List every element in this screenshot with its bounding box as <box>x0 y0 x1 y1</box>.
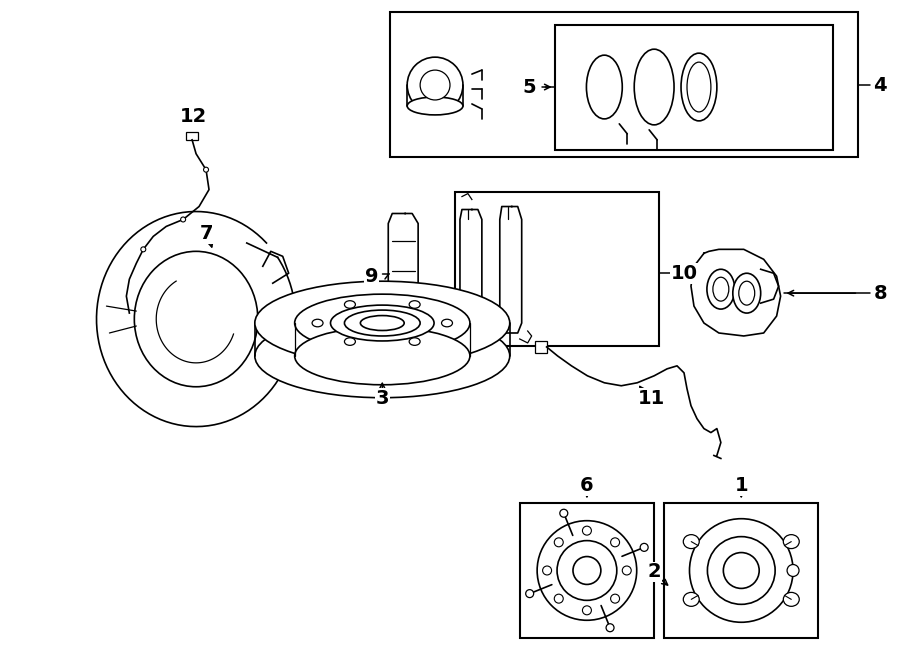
Text: 10: 10 <box>671 264 698 283</box>
Ellipse shape <box>526 590 534 598</box>
Ellipse shape <box>360 315 404 330</box>
Ellipse shape <box>783 535 799 549</box>
Ellipse shape <box>573 557 601 584</box>
Ellipse shape <box>707 537 775 604</box>
Ellipse shape <box>554 538 563 547</box>
Bar <box>554 25 833 150</box>
Ellipse shape <box>560 509 568 517</box>
Text: 8: 8 <box>873 284 887 303</box>
Ellipse shape <box>543 566 552 575</box>
Ellipse shape <box>582 526 591 535</box>
Ellipse shape <box>294 327 470 385</box>
Ellipse shape <box>442 319 453 327</box>
Ellipse shape <box>140 247 146 252</box>
Text: 5: 5 <box>523 77 536 97</box>
Text: 7: 7 <box>199 224 212 243</box>
Ellipse shape <box>203 167 209 172</box>
Ellipse shape <box>537 521 636 620</box>
Ellipse shape <box>410 338 420 345</box>
Ellipse shape <box>420 70 450 100</box>
Ellipse shape <box>739 281 755 305</box>
Bar <box>391 13 859 157</box>
Ellipse shape <box>681 53 717 121</box>
Ellipse shape <box>557 541 617 600</box>
Ellipse shape <box>255 314 509 398</box>
Ellipse shape <box>713 277 729 301</box>
Ellipse shape <box>640 543 648 551</box>
Ellipse shape <box>706 269 734 309</box>
Text: 6: 6 <box>580 476 594 495</box>
Text: 2: 2 <box>647 563 661 582</box>
Ellipse shape <box>410 301 420 308</box>
Ellipse shape <box>683 535 699 549</box>
Text: 1: 1 <box>734 476 748 495</box>
Ellipse shape <box>312 319 323 327</box>
Ellipse shape <box>330 305 434 341</box>
Ellipse shape <box>407 57 463 113</box>
Ellipse shape <box>345 310 420 336</box>
Ellipse shape <box>733 273 760 313</box>
Ellipse shape <box>683 592 699 606</box>
Ellipse shape <box>407 97 463 115</box>
Ellipse shape <box>622 566 631 575</box>
Ellipse shape <box>345 301 356 308</box>
Ellipse shape <box>687 62 711 112</box>
Ellipse shape <box>610 538 619 547</box>
Ellipse shape <box>606 624 614 632</box>
Text: 9: 9 <box>364 267 378 286</box>
Ellipse shape <box>181 217 185 222</box>
Bar <box>455 192 659 346</box>
Ellipse shape <box>634 49 674 125</box>
Bar <box>519 503 654 638</box>
Ellipse shape <box>788 564 799 576</box>
Ellipse shape <box>587 55 622 119</box>
Bar <box>535 341 546 353</box>
Text: 4: 4 <box>873 75 887 95</box>
Ellipse shape <box>783 592 799 606</box>
Ellipse shape <box>134 251 257 387</box>
Bar <box>186 132 198 140</box>
Ellipse shape <box>345 338 356 345</box>
Text: 12: 12 <box>179 107 207 126</box>
Ellipse shape <box>554 594 563 603</box>
Ellipse shape <box>294 294 470 352</box>
Ellipse shape <box>610 594 619 603</box>
Ellipse shape <box>582 606 591 615</box>
Ellipse shape <box>255 281 509 365</box>
Ellipse shape <box>724 553 760 588</box>
Bar <box>664 503 818 638</box>
Ellipse shape <box>689 519 793 622</box>
Text: 3: 3 <box>375 389 389 408</box>
Text: 11: 11 <box>637 389 665 408</box>
